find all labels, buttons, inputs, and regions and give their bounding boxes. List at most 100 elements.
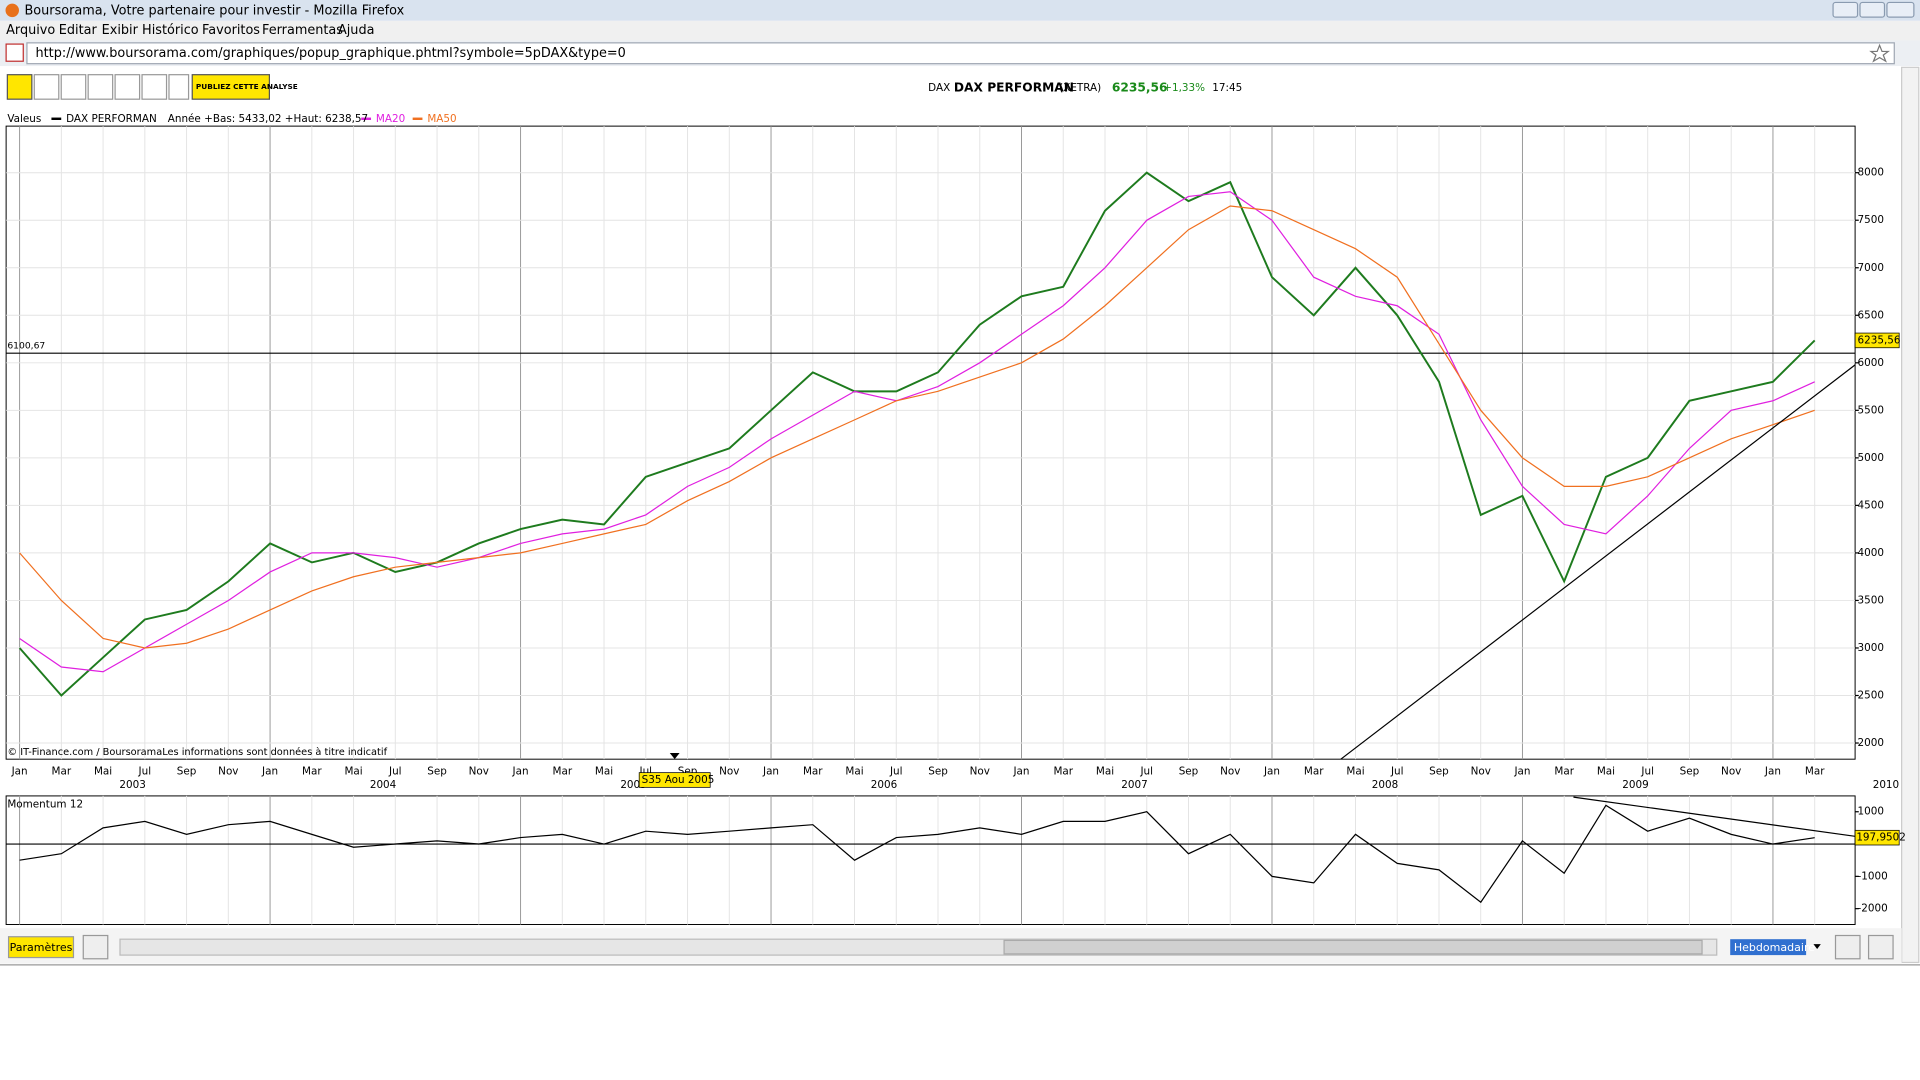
maximize-button[interactable] [1859, 1, 1886, 18]
x-tick-label: Jul [889, 765, 903, 777]
x-tick-label: Nov [970, 765, 990, 777]
vertical-scrollbar[interactable] [1901, 66, 1920, 964]
zoom-in-button[interactable] [1867, 934, 1894, 960]
y-tick-label: 2000 [1858, 737, 1884, 749]
menu-item[interactable]: Ferramentas [262, 23, 343, 38]
y-tick-label: 4500 [1858, 499, 1884, 511]
x-tick-label: Jul [388, 765, 402, 777]
close-button[interactable] [1886, 1, 1915, 18]
x-tick-label: Mai [344, 765, 362, 777]
x-tick-label: Mar [552, 765, 572, 777]
x-tick-label: Nov [1220, 765, 1240, 777]
price-line [18, 171, 1816, 697]
panel-title: Momentum 12 [7, 798, 83, 810]
year-label: 2003 [119, 779, 145, 791]
x-tick-label: Sep [177, 765, 197, 777]
ma-line [19, 191, 1815, 673]
parallel-tool[interactable] [114, 74, 141, 100]
year-label: 2009 [1622, 779, 1648, 791]
line-tool[interactable] [33, 74, 60, 100]
y-tick-label: 1000 [1858, 806, 1884, 818]
legend-entry: MA50 [427, 113, 456, 125]
x-tick-label: Nov [469, 765, 489, 777]
fan-tool[interactable] [141, 74, 168, 100]
quote: DAX DAX PERFORMAN (XETRA) 6235,56 +1,33%… [928, 81, 1242, 95]
print-button[interactable] [82, 934, 109, 960]
x-tick-label: Mar [302, 765, 322, 777]
x-tick-label: Nov [218, 765, 238, 777]
momentum-line [19, 804, 1815, 904]
quote-time: 17:45 [1212, 82, 1242, 94]
cursor-box [638, 772, 711, 788]
menu-item[interactable]: Exibir [102, 23, 139, 38]
momentum-trendline [1573, 796, 1856, 837]
trendline [1340, 364, 1856, 760]
year-label: 2006 [871, 779, 897, 791]
delete-tool[interactable] [168, 74, 190, 100]
hline-tool[interactable] [60, 74, 87, 100]
x-tick-label: Mai [1597, 765, 1615, 777]
chart-tools: PUBLIEZ CETTE ANALYSE [6, 74, 298, 100]
cursor-marker [669, 753, 680, 760]
last-value-tag [1854, 829, 1900, 846]
x-tick-label: Mar [52, 765, 72, 777]
params-button[interactable] [7, 936, 75, 959]
x-tick-label: Mai [1096, 765, 1114, 777]
year-label: 2010 [1873, 779, 1899, 791]
y-tick-label: 5500 [1858, 404, 1884, 416]
y-tick-label: -2000 [1858, 903, 1888, 915]
scroll-thumb[interactable] [1003, 939, 1703, 955]
footer: Paramètres Hebdomadaire [0, 928, 1902, 964]
select-arrow [1813, 944, 1821, 949]
bookmark-star[interactable] [1869, 43, 1890, 63]
menu-item[interactable]: Editar [59, 23, 98, 38]
menu-item[interactable]: Ajuda [338, 23, 375, 38]
channel-tool[interactable] [87, 74, 114, 100]
window-title: Boursorama, Votre partenaire pour invest… [24, 4, 404, 19]
x-tick-label: Jul [1390, 765, 1404, 777]
plot-frame [5, 125, 1856, 760]
title-bar [0, 0, 1920, 21]
x-tick-label: Nov [1721, 765, 1741, 777]
x-tick-label: Jan [512, 765, 529, 777]
period-select[interactable] [1730, 939, 1807, 956]
y-tick-label: 6500 [1858, 309, 1884, 321]
params-text: Paramètres [10, 941, 73, 954]
y-tick-label: 3500 [1858, 594, 1884, 606]
x-tick-label: Sep [1429, 765, 1449, 777]
publish-text: PUBLIEZ CETTE ANALYSE [196, 82, 298, 91]
year-label: 2004 [370, 779, 397, 791]
menu-item[interactable]: Favoritos [202, 23, 260, 38]
menu-item[interactable]: Histórico [142, 23, 199, 38]
quote-exchange: (XETRA) [1059, 82, 1101, 94]
minimize-button[interactable] [1832, 1, 1859, 18]
url-field[interactable] [26, 42, 1895, 65]
last-value-label: 197,9502 [1856, 832, 1906, 844]
menu-bar [0, 20, 1920, 41]
period-text: Hebdomadaire [1734, 941, 1815, 954]
y-tick-label: 7500 [1858, 214, 1884, 226]
x-tick-label: Jan [762, 765, 779, 777]
x-tick-label: Jan [261, 765, 278, 777]
publish-button[interactable] [191, 74, 270, 100]
x-tick-label: Jul [1640, 765, 1654, 777]
zoom-tool[interactable] [6, 74, 33, 100]
x-tick-label: Sep [427, 765, 447, 777]
copyright: © IT-Finance.com / BoursoramaLes informa… [7, 746, 387, 758]
url-text: http://www.boursorama.com/graphiques/pop… [36, 46, 626, 61]
zoom-out-button[interactable] [1834, 934, 1861, 960]
menu: Arquivo Editar Exibir Histórico Favoritos Fer… [6, 23, 374, 38]
menu-item[interactable]: Arquivo [6, 23, 55, 38]
x-tick-label: Jul [138, 765, 152, 777]
browser-chrome: Boursorama, Votre partenaire pour invest… [0, 0, 1920, 67]
quote-market: DAX [928, 82, 950, 94]
last-value-label: 6235,56 [1858, 334, 1901, 346]
x-tick-label: Jul [1139, 765, 1153, 777]
year-label: 2008 [1372, 779, 1398, 791]
x-tick-label: Mar [1554, 765, 1574, 777]
x-tick-label: Mai [845, 765, 863, 777]
y-tick-label: 3000 [1858, 642, 1884, 654]
